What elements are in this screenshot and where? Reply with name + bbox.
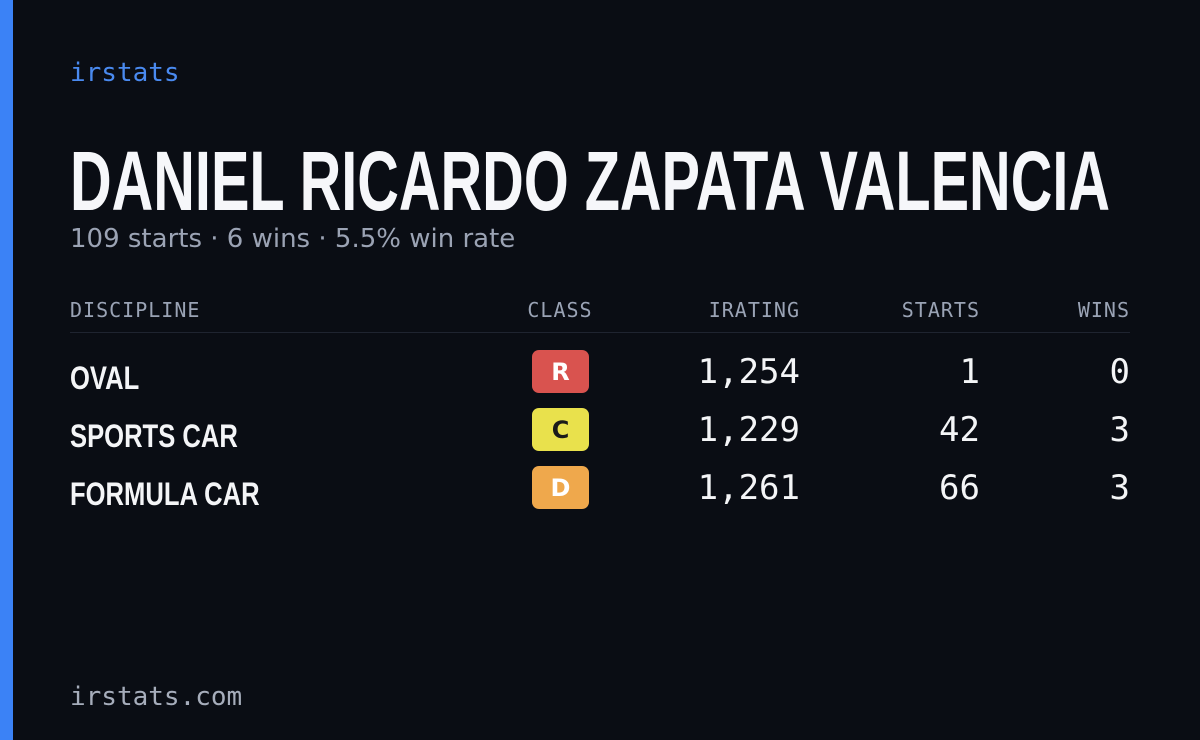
column-header: WINS: [1077, 298, 1130, 322]
starts: 1: [959, 352, 980, 392]
starts: 66: [939, 468, 980, 508]
wins: 3: [1109, 410, 1130, 450]
irating: 1,254: [697, 352, 800, 392]
column-header: DISCIPLINE: [70, 298, 201, 322]
irating: 1,261: [697, 468, 800, 508]
footer: irstats.com: [70, 682, 243, 712]
class-badge: C: [532, 408, 589, 451]
driver-name: DANIEL RICARDO ZAPATA VALENCIA: [70, 138, 1110, 228]
wins: 0: [1109, 352, 1130, 392]
starts: 42: [939, 410, 980, 450]
discipline: SPORTS CAR: [70, 418, 238, 454]
brand: irstats: [70, 58, 180, 88]
divider: [70, 332, 1130, 333]
class-badge: R: [532, 350, 589, 393]
irating: 1,229: [697, 410, 800, 450]
column-header: STARTS: [901, 298, 980, 322]
accent-bar: [0, 0, 13, 740]
wins: 3: [1109, 468, 1130, 508]
title-box: DANIEL RICARDO ZAPATA VALENCIA: [70, 138, 1110, 228]
class-badge: D: [532, 466, 589, 509]
column-header: IRATING: [708, 298, 800, 322]
column-header: CLASS: [527, 298, 593, 322]
discipline: OVAL: [70, 360, 140, 396]
discipline: FORMULA CAR: [70, 476, 260, 512]
summary: 109 starts · 6 wins · 5.5% win rate: [70, 224, 516, 254]
